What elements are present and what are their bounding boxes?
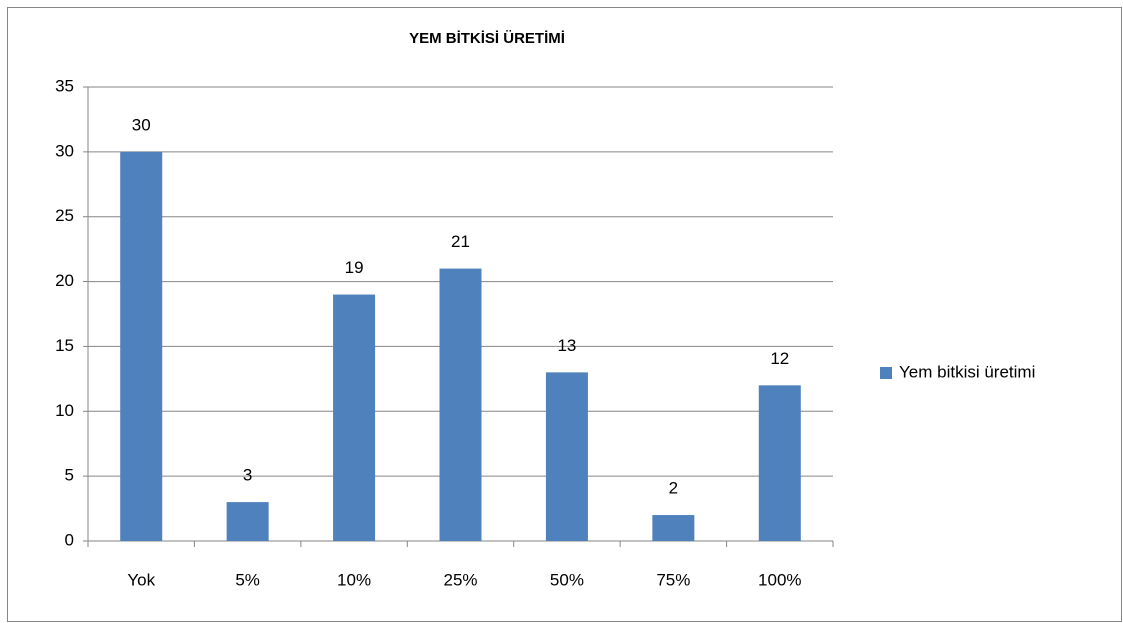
x-tick-label: 25% xyxy=(443,570,477,589)
y-tick-label: 5 xyxy=(65,466,74,485)
x-tick-label: 75% xyxy=(656,570,690,589)
y-tick-label: 10 xyxy=(55,401,74,420)
bar xyxy=(758,385,801,541)
y-tick-label: 25 xyxy=(55,206,74,225)
data-label: 13 xyxy=(557,336,576,355)
data-label: 12 xyxy=(770,349,789,368)
bar xyxy=(226,502,269,541)
x-tick-label: 10% xyxy=(337,570,371,589)
bar xyxy=(333,294,376,541)
y-tick-label: 35 xyxy=(55,76,74,95)
data-label: 3 xyxy=(243,466,252,485)
x-tick-label: 50% xyxy=(550,570,584,589)
data-label: 2 xyxy=(669,479,678,498)
data-label: 21 xyxy=(451,232,470,251)
x-tick-label: Yok xyxy=(127,570,155,589)
bar xyxy=(652,515,695,541)
y-tick-label: 0 xyxy=(65,530,74,549)
x-tick-label: 100% xyxy=(758,570,801,589)
data-label: 19 xyxy=(345,258,364,277)
bar xyxy=(120,151,163,541)
y-tick-label: 30 xyxy=(55,141,74,160)
x-tick-label: 5% xyxy=(235,570,260,589)
legend-label: Yem bitkisi üretimi xyxy=(899,362,1035,381)
chart-title: YEM BİTKİSİ ÜRETİMİ xyxy=(409,30,565,47)
y-tick-label: 20 xyxy=(55,271,74,290)
data-label: 30 xyxy=(132,115,151,134)
bar xyxy=(545,372,588,541)
y-tick-label: 15 xyxy=(55,336,74,355)
legend-swatch xyxy=(880,367,892,379)
bar xyxy=(439,268,482,541)
